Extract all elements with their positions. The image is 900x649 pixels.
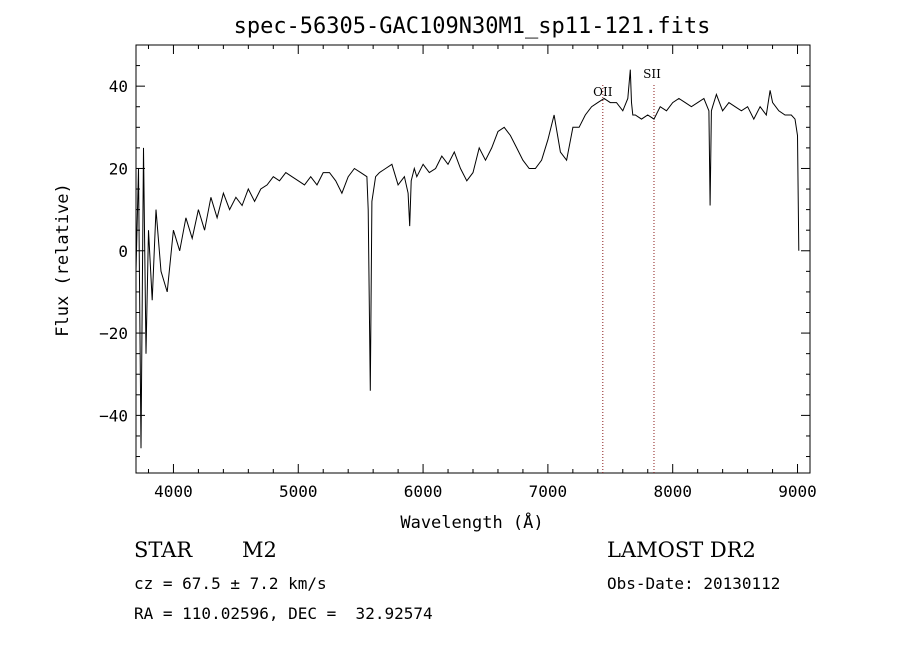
observation-date: Obs-Date: 20130112: [607, 574, 781, 593]
y-tick-label: −40: [99, 406, 128, 425]
x-tick-label: 8000: [653, 482, 692, 501]
spectrum-line: [135, 69, 800, 449]
annotation-label: SII: [643, 67, 661, 81]
y-tick-label: 0: [118, 242, 128, 261]
y-tick-label: 20: [109, 159, 128, 178]
y-tick-label: −20: [99, 324, 128, 343]
plot-frame: [135, 44, 811, 474]
x-tick-labels: 4000 5000 6000 7000 8000 9000: [154, 482, 817, 501]
x-tick-label: 9000: [778, 482, 817, 501]
axis-ticks: [136, 45, 810, 473]
x-tick-label: 4000: [154, 482, 193, 501]
redshift-velocity: cz = 67.5 ± 7.2 km/s: [134, 574, 327, 593]
sky-coordinates: RA = 110.02596, DEC = 32.92574: [134, 604, 433, 623]
x-tick-label: 5000: [279, 482, 318, 501]
chart-title: spec-56305-GAC109N30M1_sp11-121.fits: [234, 14, 711, 39]
object-subclass: M2: [242, 538, 277, 562]
x-axis-label: Wavelength (Å): [400, 511, 543, 533]
y-axis-label: Flux (relative): [53, 183, 73, 337]
survey-name: LAMOST DR2: [607, 538, 756, 562]
y-tick-label: 40: [109, 77, 128, 96]
annotation-label: OII: [593, 85, 613, 99]
x-tick-label: 7000: [529, 482, 568, 501]
line-annotations: OII SII: [593, 67, 661, 473]
object-class: STAR: [134, 538, 193, 562]
y-tick-labels: −40 −20 0 20 40: [99, 77, 128, 425]
x-tick-label: 6000: [404, 482, 443, 501]
